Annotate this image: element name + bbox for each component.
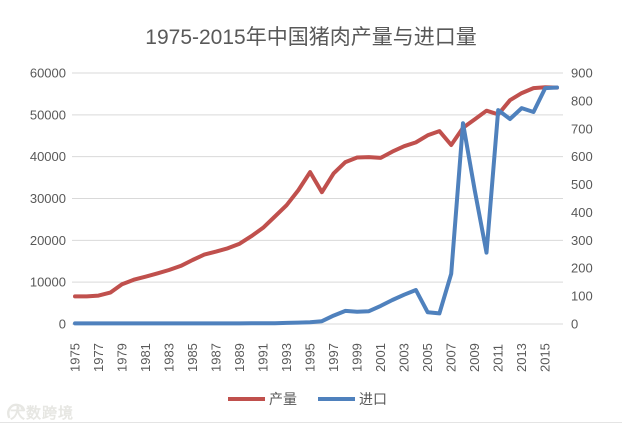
left-axis-tick-label: 40000 [30, 149, 66, 164]
import-legend-label: 进口 [359, 391, 387, 407]
x-axis-tick-label: 1985 [185, 343, 200, 372]
left-axis-tick-label: 0 [59, 317, 66, 332]
right-axis-tick-label: 400 [571, 205, 593, 220]
x-axis-tick-label: 1987 [209, 343, 224, 372]
import-line [73, 85, 559, 326]
production-legend-label: 产量 [269, 391, 297, 407]
chart-title: 1975-2015年中国猪肉产量与进口量 [145, 26, 476, 49]
left-axis-tick-label: 10000 [30, 275, 66, 290]
x-axis-tick-label: 2015 [538, 343, 553, 372]
right-axis-tick-label: 300 [571, 233, 593, 248]
x-axis-tick-label: 1977 [91, 343, 106, 372]
right-axis-tick-labels: 0 100 200 300 400 500 600 700 800 900 [571, 66, 593, 332]
right-axis-tick-label: 900 [571, 66, 593, 81]
x-axis-tick-label: 2013 [514, 343, 529, 372]
x-axis-tick-label: 2009 [467, 343, 482, 372]
x-axis-tick-label: 1975 [68, 343, 83, 372]
x-axis-tick-label: 1995 [303, 343, 318, 372]
x-axis-tick-label: 1981 [138, 343, 153, 372]
production-line [73, 85, 559, 299]
x-axis-tick-label: 2007 [444, 343, 459, 372]
left-axis-tick-label: 30000 [30, 191, 66, 206]
x-axis-tick-label: 1993 [279, 343, 294, 372]
gridlines [72, 72, 563, 325]
right-axis-tick-label: 200 [571, 261, 593, 276]
x-axis-tick-label: 2005 [420, 343, 435, 372]
x-axis-tick-label: 1991 [256, 343, 271, 372]
x-axis-tick-labels: 1975 1977 1979 1981 1983 1985 1987 1989 1991 1993… [68, 343, 553, 372]
right-axis-tick-label: 600 [571, 149, 593, 164]
x-axis-tick-label: 1997 [326, 343, 341, 372]
x-axis-tick-label: 1989 [232, 343, 247, 372]
x-axis-tick-label: 1979 [115, 343, 130, 372]
watermark: 大数跨境 [6, 402, 74, 423]
bottom-divider [0, 422, 622, 423]
x-axis-tick-label: 2001 [373, 343, 388, 372]
x-axis-tick-label: 2003 [397, 343, 412, 372]
left-axis-tick-label: 60000 [30, 66, 66, 81]
x-axis-tick-label: 2011 [491, 344, 506, 372]
x-axis-tick-label: 1999 [350, 343, 365, 372]
right-axis-tick-label: 500 [571, 177, 593, 192]
x-axis-tick-label: 1983 [162, 343, 177, 372]
right-axis-tick-label: 800 [571, 93, 593, 108]
left-axis-tick-label: 50000 [30, 107, 66, 122]
chart-legend: 产量 进口 [228, 391, 387, 407]
watermark-text: 大数跨境 [10, 405, 75, 422]
right-axis-tick-label: 100 [571, 289, 593, 304]
left-axis-tick-labels: 0 10000 20000 30000 40000 50000 60000 [30, 66, 66, 332]
right-axis-tick-label: 0 [571, 317, 578, 332]
right-axis-tick-label: 700 [571, 121, 593, 136]
left-axis-tick-label: 20000 [30, 233, 66, 248]
